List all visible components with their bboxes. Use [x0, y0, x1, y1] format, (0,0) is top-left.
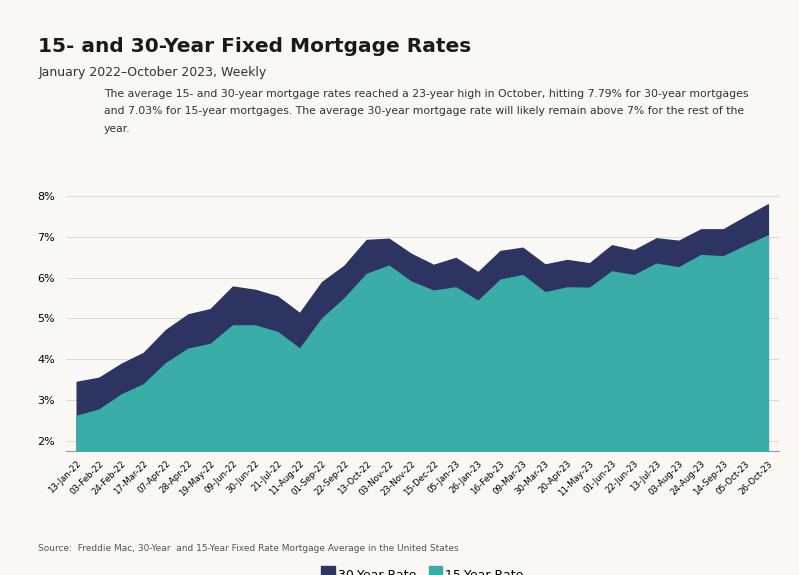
Text: 15- and 30-Year Fixed Mortgage Rates: 15- and 30-Year Fixed Mortgage Rates — [38, 37, 471, 56]
Text: Source:  Freddie Mac, 30-Year  and 15-Year Fixed Rate Mortgage Average in the Un: Source: Freddie Mac, 30-Year and 15-Year… — [38, 544, 459, 553]
Text: year.: year. — [104, 124, 130, 133]
Text: and 7.03% for 15-year mortgages. The average 30-year mortgage rate will likely r: and 7.03% for 15-year mortgages. The ave… — [104, 106, 744, 116]
Text: January 2022–October 2023, Weekly: January 2022–October 2023, Weekly — [38, 66, 267, 79]
Text: The average 15- and 30-year mortgage rates reached a 23-year high in October, hi: The average 15- and 30-year mortgage rat… — [104, 89, 749, 99]
Legend: 30-Year Rate, 15-Year Rate: 30-Year Rate, 15-Year Rate — [315, 563, 530, 575]
